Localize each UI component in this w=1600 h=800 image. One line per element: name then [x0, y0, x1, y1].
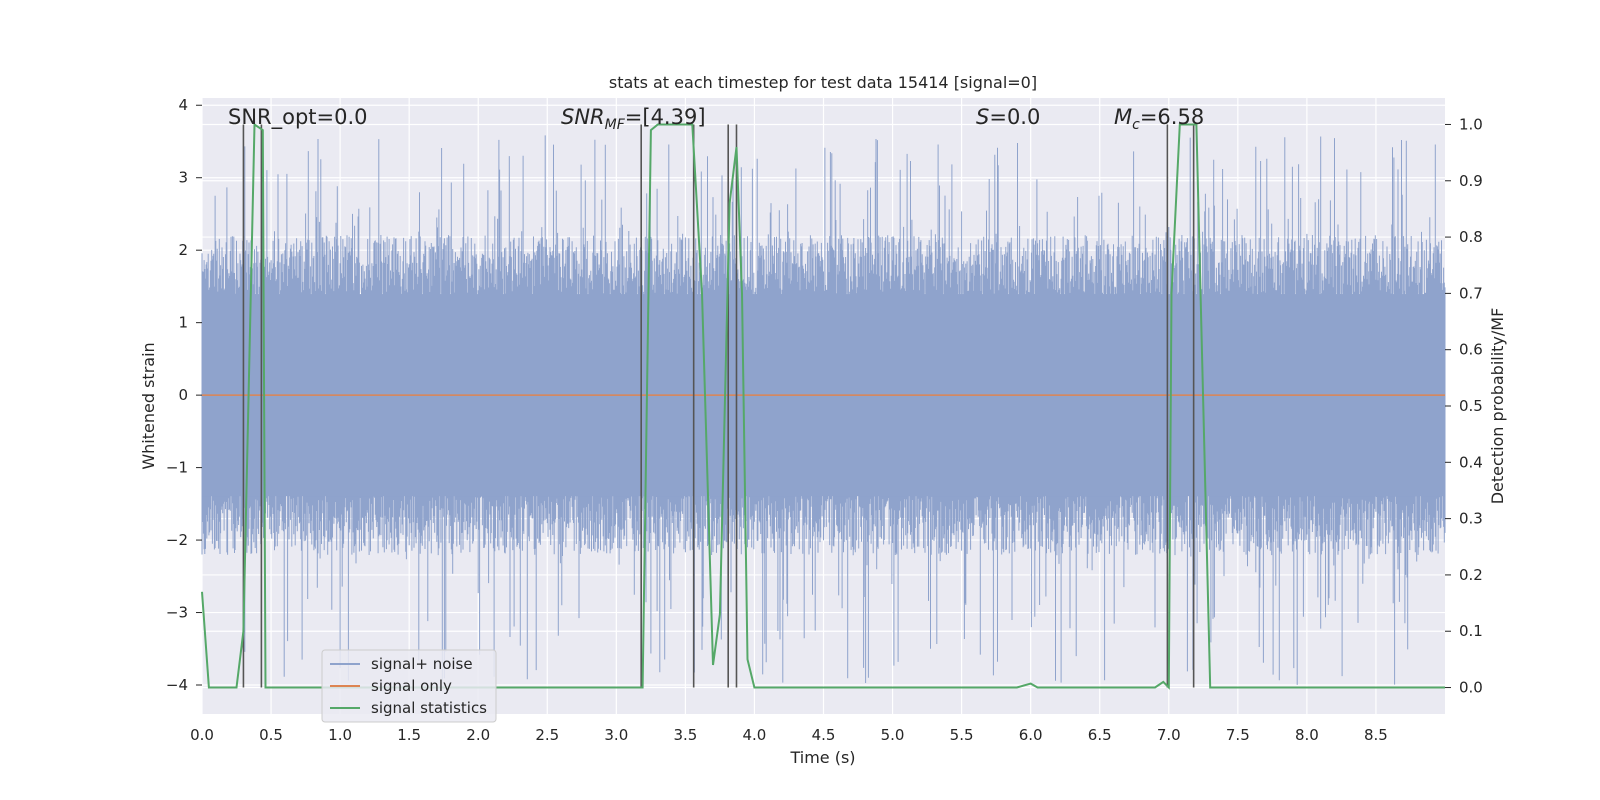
x-tick-label: 8.0	[1295, 726, 1319, 744]
x-tick-label: 2.0	[466, 726, 490, 744]
annotation-snr-mf: SNRMF=[4.39]	[561, 105, 706, 133]
x-tick-label: 4.5	[812, 726, 836, 744]
y-tick-label-right: 1.0	[1459, 115, 1483, 133]
annotation-mc-rest: =6.58	[1140, 105, 1204, 129]
y-tick-label-left: 4	[178, 96, 188, 114]
y-tick-label-right: 0.7	[1459, 284, 1483, 302]
y-axis-label-left: Whitened strain	[139, 342, 158, 469]
y-tick-label-left: −3	[166, 604, 188, 622]
x-tick-label: 5.0	[881, 726, 905, 744]
x-axis-label: Time (s)	[789, 748, 855, 767]
legend-label-signal-only: signal only	[371, 677, 452, 695]
y-tick-label-right: 0.8	[1459, 228, 1483, 246]
annotation-mc-base: M	[1114, 105, 1132, 129]
legend-label-signal-statistics: signal statistics	[371, 699, 487, 717]
legend: signal+ noise signal only signal statist…	[321, 649, 497, 723]
x-tick-label: 0.0	[190, 726, 214, 744]
x-tick-label: 6.5	[1088, 726, 1112, 744]
annotation-snr-mf-base: SNR	[561, 105, 605, 129]
legend-box	[321, 649, 497, 723]
vertical-markers	[242, 124, 1195, 688]
x-tick-label: 5.5	[950, 726, 974, 744]
y-tick-label-right: 0.6	[1459, 341, 1483, 359]
x-tick-label: 4.0	[743, 726, 767, 744]
annotation-mc: Mc=6.58	[1114, 105, 1204, 133]
y-tick-label-left: 3	[178, 169, 188, 187]
x-tick-label: 0.5	[259, 726, 283, 744]
y-tick-label-right: 0.0	[1459, 679, 1483, 697]
y-tick-label-right: 0.3	[1459, 510, 1483, 528]
annotation-s-var: S	[976, 105, 989, 129]
annotation-mc-sub: c	[1132, 117, 1140, 133]
annotation-snr-mf-rest: =[4.39]	[625, 105, 706, 129]
legend-label-signal-noise: signal+ noise	[371, 655, 473, 673]
y-tick-label-left: 2	[178, 241, 188, 259]
x-tick-label: 1.5	[397, 726, 421, 744]
x-tick-label: 7.0	[1157, 726, 1181, 744]
chart-title: stats at each timestep for test data 154…	[609, 73, 1037, 92]
x-tick-label: 3.0	[604, 726, 628, 744]
signal-statistics-line	[201, 122, 1445, 690]
x-tick-label: 3.5	[673, 726, 697, 744]
series-signal-statistics	[201, 122, 1445, 690]
x-tick-label: 7.5	[1226, 726, 1250, 744]
x-tick-label: 6.0	[1019, 726, 1043, 744]
x-tick-label: 1.0	[328, 726, 352, 744]
y-tick-label-left: −1	[166, 459, 188, 477]
y-tick-label-right: 0.1	[1459, 622, 1483, 640]
y-tick-label-right: 0.9	[1459, 172, 1483, 190]
annotation-snr-opt: SNR_opt=0.0	[228, 105, 368, 130]
y-tick-label-left: −4	[166, 676, 188, 694]
y-tick-label-left: 1	[178, 314, 188, 332]
y-tick-label-right: 0.5	[1459, 397, 1483, 415]
y-tick-label-left: −2	[166, 531, 188, 549]
tick-labels: 0.0 0.5 1.0 1.5 2.0 2.5 3.0 3.5 4.0 4.5 5.0 5.5 6.0 6…	[166, 96, 1483, 744]
y-tick-label-right: 0.2	[1459, 566, 1483, 584]
annotation-s-rest: =0.0	[989, 105, 1040, 129]
annotation-snr-mf-sub: MF	[605, 117, 626, 133]
y-tick-label-left: 0	[178, 386, 188, 404]
y-axis-label-right: Detection probability/MF	[1488, 308, 1507, 505]
x-tick-label: 8.5	[1364, 726, 1388, 744]
y-tick-label-right: 0.4	[1459, 453, 1483, 471]
x-tick-label: 2.5	[535, 726, 559, 744]
annotation-s: S=0.0	[976, 105, 1040, 129]
